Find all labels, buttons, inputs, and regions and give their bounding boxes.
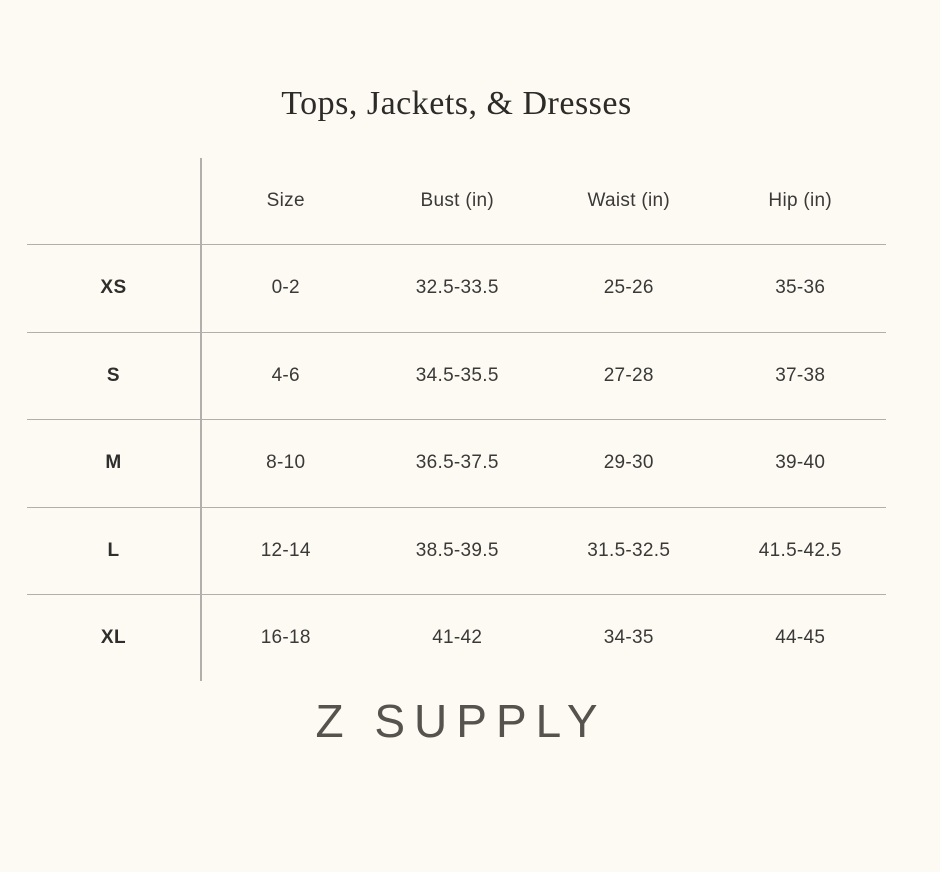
table-cell-bust: 38.5-39.5 — [415, 539, 499, 561]
table-cell-waist: 25-26 — [603, 277, 654, 299]
table-row-xs: XS 0-2 32.5-33.5 25-26 35-36 — [27, 245, 886, 333]
table-row-s: S 4-6 34.5-35.5 27-28 37-38 — [27, 333, 886, 421]
table-cell-hip: 39-40 — [775, 452, 826, 474]
table-vertical-divider — [200, 158, 202, 682]
column-header-waist: Waist (in) — [587, 190, 671, 212]
row-label: XL — [100, 626, 127, 648]
column-header-size: Size — [266, 190, 305, 212]
size-chart-page: Tops, Jackets, & Dresses Size Bust (in) … — [27, 84, 886, 748]
table-cell-waist: 34-35 — [603, 626, 654, 648]
row-label: XS — [100, 277, 127, 299]
row-label: S — [106, 364, 121, 386]
column-header-bust: Bust (in) — [420, 190, 494, 212]
table-cell-waist: 31.5-32.5 — [587, 539, 671, 561]
table-cell-hip: 44-45 — [775, 626, 826, 648]
table-cell-size: 4-6 — [271, 364, 300, 386]
table-cell-bust: 36.5-37.5 — [415, 452, 499, 474]
table-cell-waist: 27-28 — [603, 364, 654, 386]
table-cell-size: 8-10 — [266, 452, 306, 474]
table-cell-bust: 41-42 — [432, 626, 483, 648]
size-table: Size Bust (in) Waist (in) Hip (in) XS 0-… — [27, 158, 886, 682]
table-cell-hip: 37-38 — [775, 364, 826, 386]
table-cell-size: 16-18 — [260, 626, 311, 648]
table-cell-size: 12-14 — [260, 539, 311, 561]
row-label: M — [105, 452, 122, 474]
column-header-hip: Hip (in) — [768, 190, 833, 212]
table-header-row: Size Bust (in) Waist (in) Hip (in) — [27, 158, 886, 246]
table-row-xl: XL 16-18 41-42 34-35 44-45 — [27, 595, 886, 680]
table-row-m: M 8-10 36.5-37.5 29-30 39-40 — [27, 420, 886, 508]
brand-logo: Z SUPPLY — [315, 695, 607, 748]
table-cell-hip: 35-36 — [775, 277, 826, 299]
page-title: Tops, Jackets, & Dresses — [281, 85, 632, 122]
table-cell-bust: 32.5-33.5 — [415, 277, 499, 299]
table-row-l: L 12-14 38.5-39.5 31.5-32.5 41.5-42.5 — [27, 508, 886, 596]
table-cell-hip: 41.5-42.5 — [758, 539, 842, 561]
table-cell-size: 0-2 — [271, 277, 300, 299]
row-label: L — [107, 539, 120, 561]
table-cell-bust: 34.5-35.5 — [415, 364, 499, 386]
table-cell-waist: 29-30 — [603, 452, 654, 474]
